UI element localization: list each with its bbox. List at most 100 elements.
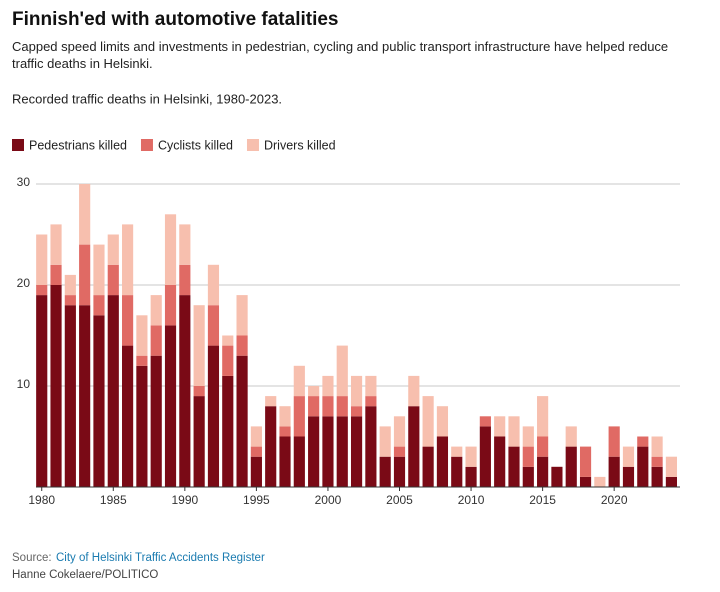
bar-segment bbox=[379, 426, 391, 457]
x-tick-label: 2005 bbox=[386, 493, 413, 507]
bar-segment bbox=[322, 396, 334, 417]
bar-segment bbox=[608, 426, 620, 457]
bar-segment bbox=[551, 466, 563, 487]
legend-swatch bbox=[140, 139, 153, 151]
bar-segment bbox=[36, 234, 48, 285]
legend-label: Pedestrians killed bbox=[29, 138, 127, 152]
bar-segment bbox=[465, 446, 477, 467]
bar-segment bbox=[579, 446, 592, 477]
y-tick-label: 10 bbox=[17, 377, 31, 391]
bar-segment bbox=[479, 426, 491, 487]
bar-segment bbox=[93, 295, 105, 316]
bar-segment bbox=[336, 396, 348, 417]
bar-segment bbox=[479, 416, 491, 427]
bar-segment bbox=[250, 446, 262, 457]
bar-segment bbox=[308, 396, 320, 417]
bar-segment bbox=[193, 305, 205, 386]
bar-segment bbox=[622, 446, 635, 467]
bar-segment bbox=[293, 436, 305, 487]
bar-segment bbox=[164, 325, 177, 487]
x-tick-label: 1990 bbox=[171, 493, 198, 507]
x-tick-label: 2010 bbox=[458, 493, 485, 507]
bar-segment bbox=[465, 466, 477, 487]
legend-label: Cyclists killed bbox=[158, 138, 233, 152]
bar-segment bbox=[93, 244, 105, 296]
bar-segment bbox=[179, 295, 191, 487]
chart-title: Finnish'ed with automotive fatalities bbox=[12, 9, 339, 30]
bar-segment bbox=[207, 345, 220, 487]
bar-segment bbox=[265, 396, 277, 407]
bar-segment bbox=[422, 396, 434, 447]
bar-segment bbox=[622, 466, 635, 487]
bar-segment bbox=[379, 456, 391, 487]
x-tick-label: 2020 bbox=[601, 493, 628, 507]
bar-segment bbox=[651, 466, 663, 487]
bar-segment bbox=[236, 335, 248, 356]
bar-segment bbox=[537, 396, 549, 437]
bar-segment bbox=[179, 264, 191, 296]
bar-segment bbox=[122, 224, 134, 296]
bar-segment bbox=[279, 406, 291, 427]
bar-segment bbox=[150, 355, 162, 487]
bar-segment bbox=[50, 264, 62, 285]
bar-segment bbox=[179, 224, 191, 265]
bar-segment bbox=[522, 446, 534, 467]
bar-segment bbox=[164, 285, 177, 326]
bar-segment bbox=[293, 365, 305, 397]
y-tick-label: 20 bbox=[17, 276, 31, 290]
bar-segment bbox=[393, 446, 406, 457]
bar-segment bbox=[193, 396, 205, 487]
bar-segment bbox=[50, 285, 62, 487]
bar-segment bbox=[107, 295, 119, 487]
bar-segment bbox=[350, 406, 363, 417]
bar-segment bbox=[79, 244, 91, 306]
bar-segment bbox=[136, 355, 148, 366]
subtitle-box: Capped speed limits and investments in p… bbox=[12, 39, 669, 71]
legend-swatch bbox=[246, 139, 259, 151]
bar-segment bbox=[508, 446, 520, 487]
x-tick-label: 1995 bbox=[243, 493, 270, 507]
bar-segment bbox=[508, 416, 520, 447]
bar-segment bbox=[408, 375, 420, 407]
bar-segment bbox=[36, 295, 48, 487]
x-tick-label: 2015 bbox=[529, 493, 556, 507]
bar-segment bbox=[637, 446, 649, 487]
bar-segment bbox=[436, 406, 449, 437]
bar-segment bbox=[651, 456, 663, 467]
bar-segment bbox=[393, 416, 406, 447]
chart-subtitle: Capped speed limits and investments in p… bbox=[12, 39, 669, 71]
bar-segment bbox=[308, 416, 320, 487]
bar-segment bbox=[365, 375, 377, 397]
bar-segment bbox=[136, 315, 148, 356]
bar-segment bbox=[236, 355, 248, 487]
bar-segment bbox=[79, 184, 91, 245]
bar-segment bbox=[336, 345, 348, 397]
bar-segment bbox=[637, 436, 649, 447]
bar-segment bbox=[451, 446, 463, 457]
bar-segment bbox=[236, 295, 248, 336]
bar-segment bbox=[494, 416, 506, 437]
bar-segment bbox=[250, 426, 262, 447]
bar-segment bbox=[207, 264, 220, 306]
bar-segment bbox=[608, 456, 620, 487]
bar-segment bbox=[222, 345, 234, 376]
y-tick-label: 30 bbox=[17, 175, 31, 189]
source-label: Source: bbox=[12, 552, 52, 564]
chart-description: Recorded traffic deaths in Helsinki, 198… bbox=[12, 91, 282, 106]
bar-segment bbox=[293, 396, 305, 437]
bar-segment bbox=[322, 375, 334, 397]
x-tick-label: 1985 bbox=[100, 493, 127, 507]
bar-segment bbox=[93, 315, 105, 487]
bar-segment bbox=[136, 365, 148, 487]
bar-segment bbox=[350, 416, 363, 487]
bar-segment bbox=[494, 436, 506, 487]
bar-segment bbox=[64, 274, 76, 296]
x-tick-label: 1980 bbox=[28, 493, 55, 507]
source-link[interactable]: City of Helsinki Traffic Accidents Regis… bbox=[56, 552, 265, 564]
bar-segment bbox=[322, 416, 334, 487]
bar-segment bbox=[537, 436, 549, 457]
legend-swatch bbox=[12, 139, 24, 151]
bar-segment bbox=[193, 386, 205, 397]
bar-segment bbox=[451, 456, 463, 487]
bar-segment bbox=[522, 466, 534, 487]
